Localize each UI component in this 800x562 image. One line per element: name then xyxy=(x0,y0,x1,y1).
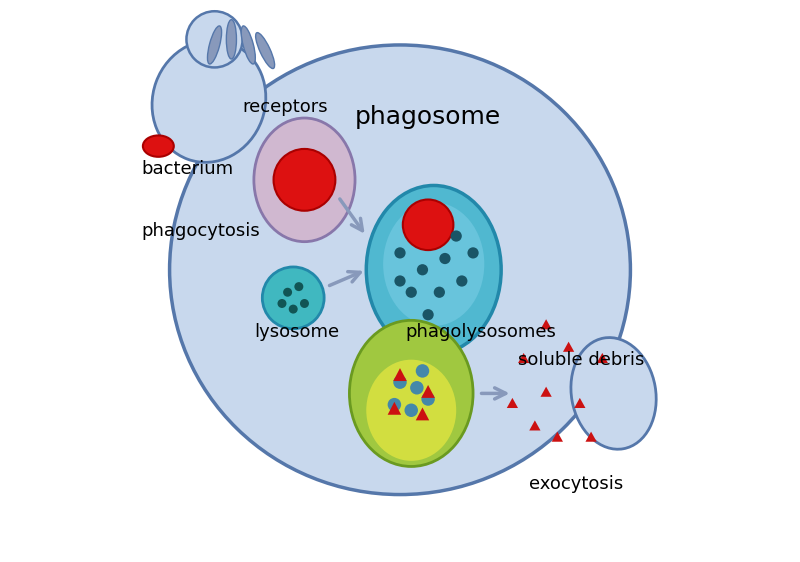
Ellipse shape xyxy=(207,26,222,64)
Text: exocytosis: exocytosis xyxy=(530,475,623,493)
Polygon shape xyxy=(552,432,563,442)
Circle shape xyxy=(456,275,467,287)
Ellipse shape xyxy=(366,360,456,461)
Polygon shape xyxy=(416,407,430,420)
Text: lysosome: lysosome xyxy=(254,323,339,341)
Polygon shape xyxy=(518,353,530,363)
Polygon shape xyxy=(574,398,586,408)
Polygon shape xyxy=(541,319,552,329)
Circle shape xyxy=(394,275,406,287)
Circle shape xyxy=(300,299,309,308)
Circle shape xyxy=(410,381,424,395)
Circle shape xyxy=(274,149,335,211)
Text: phagocytosis: phagocytosis xyxy=(142,222,260,240)
Circle shape xyxy=(422,309,434,320)
Circle shape xyxy=(394,247,406,259)
Circle shape xyxy=(278,299,286,308)
Ellipse shape xyxy=(383,202,484,326)
Circle shape xyxy=(422,392,435,406)
Ellipse shape xyxy=(254,118,355,242)
Polygon shape xyxy=(597,353,608,363)
Circle shape xyxy=(434,287,445,298)
Text: soluble debris: soluble debris xyxy=(518,351,644,369)
Ellipse shape xyxy=(170,45,630,495)
Ellipse shape xyxy=(143,135,174,157)
Text: receptors: receptors xyxy=(242,98,328,116)
Text: phagosome: phagosome xyxy=(355,105,502,129)
Circle shape xyxy=(388,398,401,411)
Circle shape xyxy=(405,404,418,417)
Polygon shape xyxy=(541,387,552,397)
Ellipse shape xyxy=(226,20,237,59)
Text: phagolysosomes: phagolysosomes xyxy=(406,323,557,341)
Circle shape xyxy=(450,230,462,242)
Ellipse shape xyxy=(366,185,501,354)
Polygon shape xyxy=(506,398,518,408)
Circle shape xyxy=(403,200,454,250)
Circle shape xyxy=(406,287,417,298)
Polygon shape xyxy=(422,385,435,398)
Ellipse shape xyxy=(256,33,274,69)
Ellipse shape xyxy=(571,338,656,449)
Text: bacterium: bacterium xyxy=(142,160,234,178)
Circle shape xyxy=(283,288,292,297)
Circle shape xyxy=(394,375,406,389)
Polygon shape xyxy=(388,402,401,415)
Polygon shape xyxy=(530,420,541,430)
Polygon shape xyxy=(563,342,574,352)
Ellipse shape xyxy=(186,11,242,67)
Polygon shape xyxy=(586,432,597,442)
Circle shape xyxy=(294,282,303,291)
Circle shape xyxy=(417,264,428,275)
Circle shape xyxy=(416,364,430,378)
Ellipse shape xyxy=(242,26,255,64)
Polygon shape xyxy=(394,368,406,381)
Ellipse shape xyxy=(350,320,473,466)
Circle shape xyxy=(439,253,450,264)
Circle shape xyxy=(467,247,478,259)
Circle shape xyxy=(289,305,298,314)
Circle shape xyxy=(262,267,324,329)
Ellipse shape xyxy=(152,40,266,162)
